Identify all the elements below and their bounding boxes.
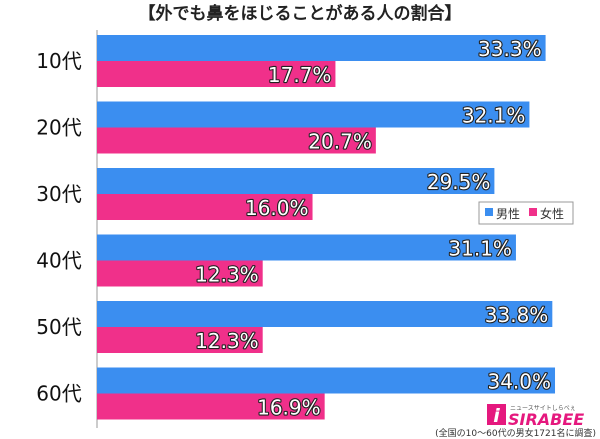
data-label-female: 20.7% — [308, 130, 372, 154]
source-note: (全国の10〜60代の男女1721名に調査) — [435, 427, 596, 439]
legend-swatch-male — [485, 208, 493, 216]
bar-female — [97, 194, 313, 220]
bar-male — [97, 35, 546, 61]
chart-title: 【外でも鼻をほじることがある人の割合】 — [139, 3, 462, 24]
category-label: 50代 — [36, 315, 81, 339]
bar-female — [97, 260, 263, 287]
bar-female — [97, 61, 336, 87]
data-label-male: 31.1% — [448, 237, 512, 261]
legend: 男性 女性 — [478, 201, 574, 225]
category-label: 60代 — [36, 382, 81, 406]
bar-male — [97, 168, 495, 194]
category-label: 30代 — [36, 182, 81, 206]
data-label-female: 12.3% — [195, 263, 259, 287]
category-label: 10代 — [36, 49, 81, 73]
svg-text:i: i — [493, 405, 500, 427]
data-label-female: 12.3% — [195, 329, 259, 353]
bar-female — [97, 327, 263, 353]
data-label-female: 16.0% — [245, 196, 309, 220]
data-label-male: 32.1% — [462, 104, 526, 128]
bar-male — [97, 234, 516, 261]
legend-swatch-female — [529, 208, 537, 216]
bar-female — [97, 393, 325, 420]
legend-box — [478, 201, 574, 225]
category-label: 40代 — [36, 249, 81, 273]
legend-label-female: 女性 — [540, 206, 564, 221]
data-label-male: 33.3% — [478, 37, 542, 61]
bars-layer: 10代 33.3% 17.7% 20代 32.1% 20.7% 30代 29.5% 16.0% 4… — [36, 35, 556, 421]
sirabee-logo: i ニュースサイトしらべぇ SIRABEE — [487, 403, 597, 429]
bar-male — [97, 101, 530, 128]
data-label-male: 34.0% — [487, 370, 551, 394]
bar-female — [97, 127, 376, 154]
bar-male — [97, 367, 556, 394]
logo-brand: SIRABEE — [508, 410, 584, 427]
logo-tagline: ニュースサイトしらべぇ — [510, 405, 576, 412]
category-label: 20代 — [36, 116, 81, 140]
data-label-female: 16.9% — [257, 396, 321, 420]
legend-label-male: 男性 — [496, 207, 520, 221]
bar-male — [97, 301, 553, 327]
data-label-male: 33.8% — [485, 303, 549, 327]
data-label-female: 17.7% — [268, 63, 332, 87]
data-label-male: 29.5% — [427, 170, 491, 194]
